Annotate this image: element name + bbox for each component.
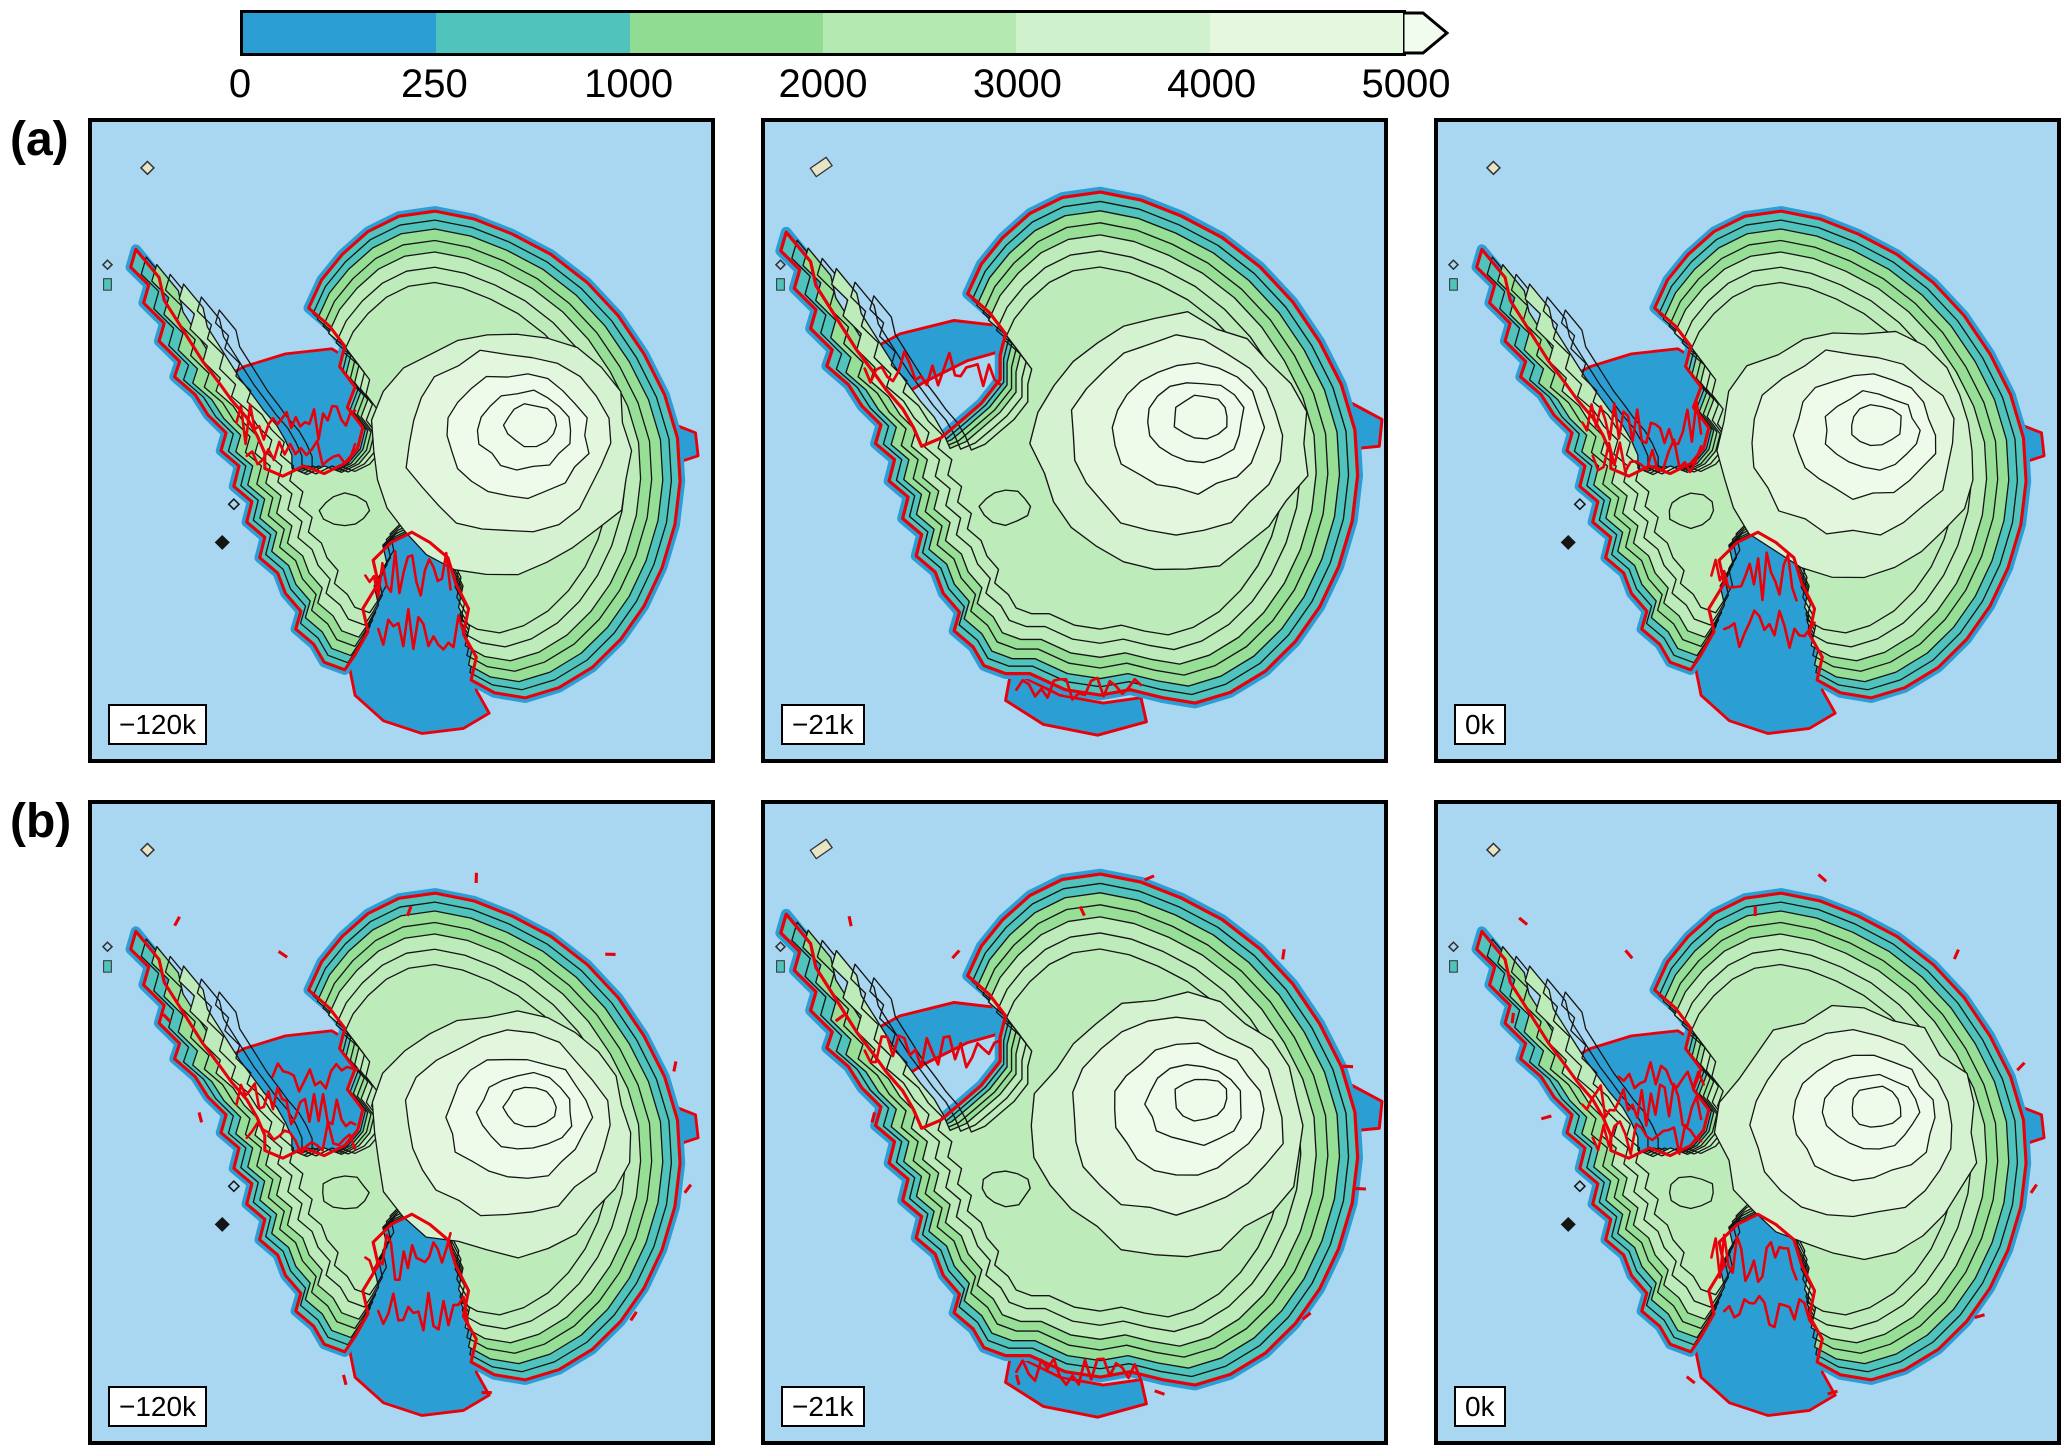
antarctica-map [101, 842, 700, 1417]
colorbar-segment-5 [1209, 13, 1403, 53]
row-label-b: (b) [10, 795, 72, 848]
antarctica-map [101, 160, 700, 735]
map-host [765, 122, 1384, 759]
colorbar-tick-4000: 4000 [1167, 62, 1257, 106]
colorbar-tick-labels: 0 250 1000 2000 3000 4000 5000 [229, 62, 1451, 114]
colorbar-segment-4 [1016, 13, 1210, 53]
time-label: −21k [781, 704, 865, 745]
map-host [92, 804, 711, 1441]
colorbar-segment-2 [629, 13, 823, 53]
map-host [765, 804, 1384, 1441]
map-panel-b3: 0k [1434, 800, 2061, 1445]
map-host [92, 122, 711, 759]
colorbar-segment-1 [436, 13, 630, 53]
map-panel-a1: −120k [88, 118, 715, 763]
antarctica-map [774, 156, 1384, 737]
colorbar-tick-5000: 5000 [1361, 62, 1451, 106]
map-panel-b1: −120k [88, 800, 715, 1445]
antarctica-map [774, 838, 1384, 1419]
map-panel-b2: −21k [761, 800, 1388, 1445]
map-panel-a2: −21k [761, 118, 1388, 763]
colorbar-gradient-bar [240, 10, 1449, 56]
elevation-colorbar: 0 250 1000 2000 3000 4000 5000 [229, 10, 1451, 114]
colorbar-tick-0: 0 [228, 62, 252, 106]
time-label: 0k [1454, 1386, 1506, 1427]
time-label: −120k [108, 1386, 208, 1427]
row-label-a: (a) [10, 113, 69, 166]
colorbar-tick-2000: 2000 [778, 62, 868, 106]
map-host [1438, 122, 2057, 759]
colorbar-tick-3000: 3000 [972, 62, 1062, 106]
time-label: 0k [1454, 704, 1506, 745]
colorbar-segment-0 [243, 13, 437, 53]
map-host [1438, 804, 2057, 1441]
colorbar-overflow-arrow [1403, 11, 1449, 55]
time-label: −120k [108, 704, 208, 745]
colorbar-segment-3 [822, 13, 1017, 53]
antarctica-map [1447, 842, 2046, 1417]
time-label: −21k [781, 1386, 865, 1427]
map-panel-a3: 0k [1434, 118, 2061, 763]
antarctica-map [1447, 160, 2046, 735]
colorbar-tick-250: 250 [400, 62, 468, 106]
colorbar-tick-1000: 1000 [584, 62, 674, 106]
